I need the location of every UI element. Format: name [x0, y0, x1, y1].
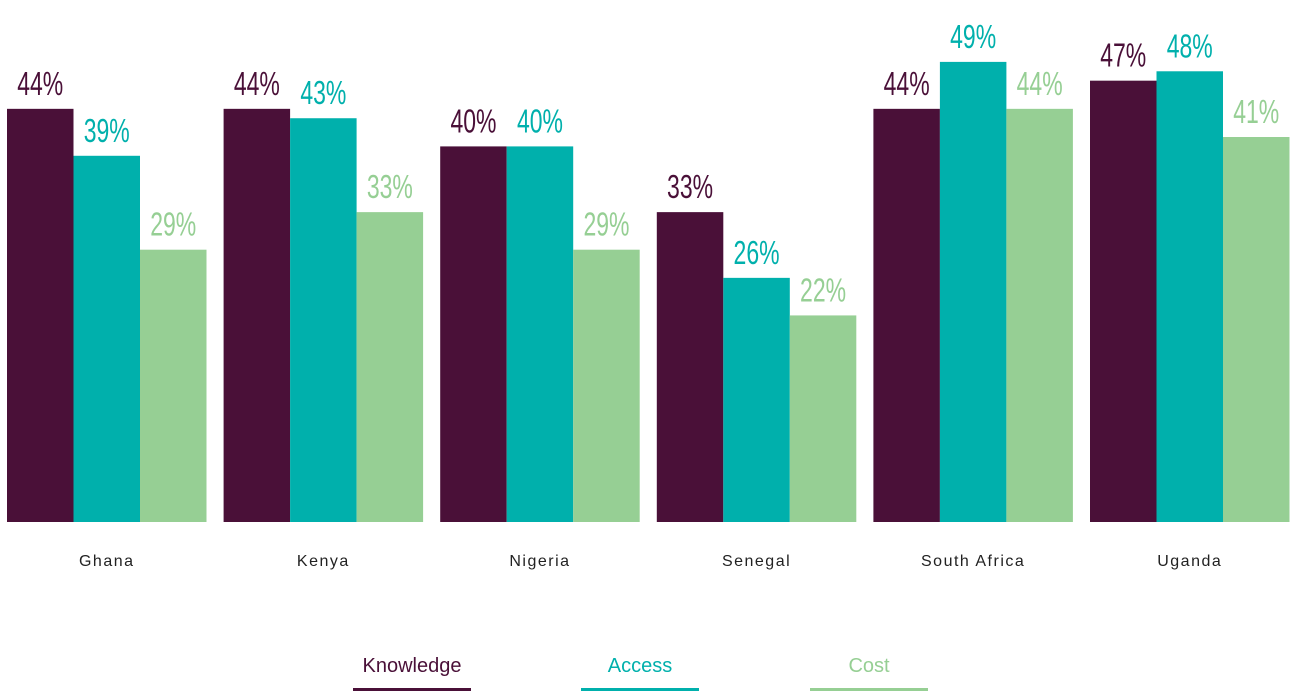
value-label: 44% — [884, 65, 930, 102]
value-label: 48% — [1167, 27, 1213, 64]
value-label: 33% — [367, 168, 413, 205]
x-tick-label: Senegal — [722, 553, 791, 570]
x-tick-label: Ghana — [79, 553, 135, 570]
bar — [1156, 71, 1223, 522]
value-label: 29% — [583, 206, 629, 243]
legend-label: Access — [608, 655, 672, 677]
x-tick-label: Kenya — [297, 553, 350, 570]
bar — [7, 108, 74, 522]
value-label: 43% — [300, 74, 346, 111]
bar — [290, 118, 357, 522]
value-label: 39% — [84, 112, 130, 149]
bar — [440, 146, 507, 522]
value-label: 44% — [17, 65, 63, 102]
x-tick-label: Nigeria — [509, 553, 570, 570]
legend-swatch — [353, 688, 471, 691]
legend-label: Cost — [848, 655, 890, 677]
bar — [656, 212, 724, 522]
legend-label: Knowledge — [363, 655, 462, 677]
x-tick-label: South Africa — [921, 553, 1025, 570]
value-label: 44% — [234, 65, 280, 102]
bar — [573, 249, 640, 522]
bar — [356, 212, 424, 522]
value-label: 41% — [1233, 93, 1279, 130]
bar — [1223, 137, 1290, 522]
value-label: 40% — [450, 102, 496, 139]
value-label: 33% — [667, 168, 713, 205]
bar — [73, 155, 140, 523]
bar — [1006, 108, 1073, 522]
value-label: 26% — [734, 234, 780, 271]
value-label: 44% — [1017, 65, 1063, 102]
bar — [939, 61, 1007, 522]
legend-swatch — [581, 688, 699, 691]
value-label: 22% — [800, 271, 846, 308]
value-label: 40% — [517, 102, 563, 139]
bar — [873, 108, 940, 522]
bar — [789, 315, 857, 522]
bar — [1090, 80, 1157, 523]
value-label: 29% — [150, 206, 196, 243]
bar — [223, 108, 291, 522]
bar — [506, 146, 574, 522]
x-tick-label: Uganda — [1157, 553, 1222, 570]
bar — [723, 277, 790, 522]
bar — [140, 249, 207, 522]
value-label: 49% — [950, 18, 996, 55]
value-label: 47% — [1100, 37, 1146, 74]
legend-swatch — [810, 688, 928, 691]
